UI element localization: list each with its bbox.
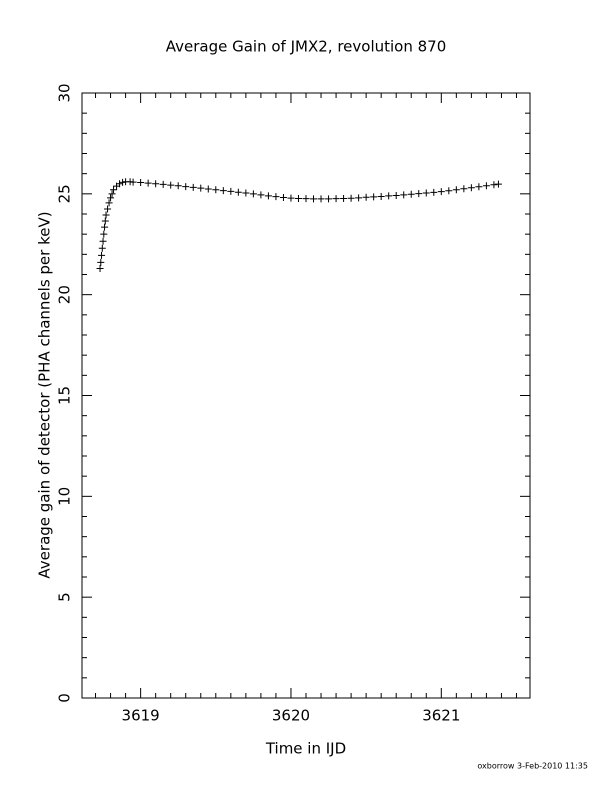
data-point: [437, 188, 445, 196]
data-point: [490, 181, 498, 189]
data-point: [494, 180, 502, 188]
data-point: [467, 184, 475, 192]
y-tick-label: 10: [56, 487, 74, 506]
data-point: [144, 179, 152, 187]
data-point: [110, 186, 118, 194]
y-tick-label: 20: [56, 285, 74, 304]
data-point: [257, 191, 265, 199]
data-point: [325, 195, 333, 203]
y-tick-label: 15: [56, 386, 74, 405]
data-point: [400, 191, 408, 199]
data-point: [99, 237, 107, 245]
data-point: [98, 251, 106, 259]
data-point: [370, 193, 378, 201]
y-tick-label: 25: [56, 184, 74, 203]
data-point: [105, 199, 113, 207]
x-tick-label: 3621: [422, 707, 460, 725]
data-point: [272, 193, 280, 201]
data-point: [100, 230, 108, 238]
data-point: [182, 183, 190, 191]
data-point: [362, 193, 370, 201]
data-point: [287, 194, 295, 202]
data-point: [355, 194, 363, 202]
data-point: [107, 194, 115, 202]
data-point: [119, 178, 127, 186]
data-point: [227, 187, 235, 195]
data-point: [302, 195, 310, 203]
data-point: [392, 191, 400, 199]
data-point: [96, 264, 104, 272]
footer: oxborrow 3-Feb-2010 11:35: [477, 762, 588, 771]
data-point: [108, 190, 116, 198]
data-point: [98, 244, 106, 252]
data-point: [422, 189, 430, 197]
data-point: [332, 195, 340, 203]
data-point: [97, 258, 105, 266]
plot-frame: [81, 92, 531, 699]
chart-title: Average Gain of JMX2, revolution 870: [166, 38, 447, 56]
y-tick-label: 30: [56, 83, 74, 102]
data-point: [475, 183, 483, 191]
data-point: [116, 180, 124, 188]
data-point: [101, 217, 109, 225]
x-axis-label: Time in IJD: [265, 740, 346, 758]
data-point: [294, 194, 302, 202]
data-point: [340, 194, 348, 202]
data-point: [234, 188, 242, 196]
data-point: [482, 182, 490, 190]
data-point: [189, 183, 197, 191]
data-point: [102, 211, 110, 219]
data-point: [159, 180, 167, 188]
y-tick-label: 5: [56, 592, 74, 602]
data-point: [430, 188, 438, 196]
data-point: [152, 180, 160, 188]
data-point: [137, 179, 145, 187]
data-point: [242, 189, 250, 197]
data-point: [167, 181, 175, 189]
x-tick-label: 3620: [272, 707, 310, 725]
data-point: [452, 186, 460, 194]
data-point: [219, 187, 227, 195]
data-point: [174, 182, 182, 190]
y-tick-label: 0: [56, 693, 74, 703]
y-axis-label: Average gain of detector (PHA channels p…: [36, 211, 54, 578]
data-point: [385, 192, 393, 200]
data-point: [129, 178, 137, 186]
data-point: [317, 195, 325, 203]
data-point: [249, 190, 257, 198]
data-point: [460, 185, 468, 193]
x-tick-label: 3619: [122, 707, 160, 725]
data-point: [377, 192, 385, 200]
data-point: [204, 185, 212, 193]
data-point: [415, 190, 423, 198]
data-point: [212, 186, 220, 194]
data-point: [104, 205, 112, 213]
data-point: [445, 187, 453, 195]
data-point: [264, 192, 272, 200]
data-point: [310, 195, 318, 203]
data-point: [101, 223, 109, 231]
data-point: [407, 190, 415, 198]
data-point: [347, 194, 355, 202]
data-point: [197, 184, 205, 192]
data-point: [279, 193, 287, 201]
